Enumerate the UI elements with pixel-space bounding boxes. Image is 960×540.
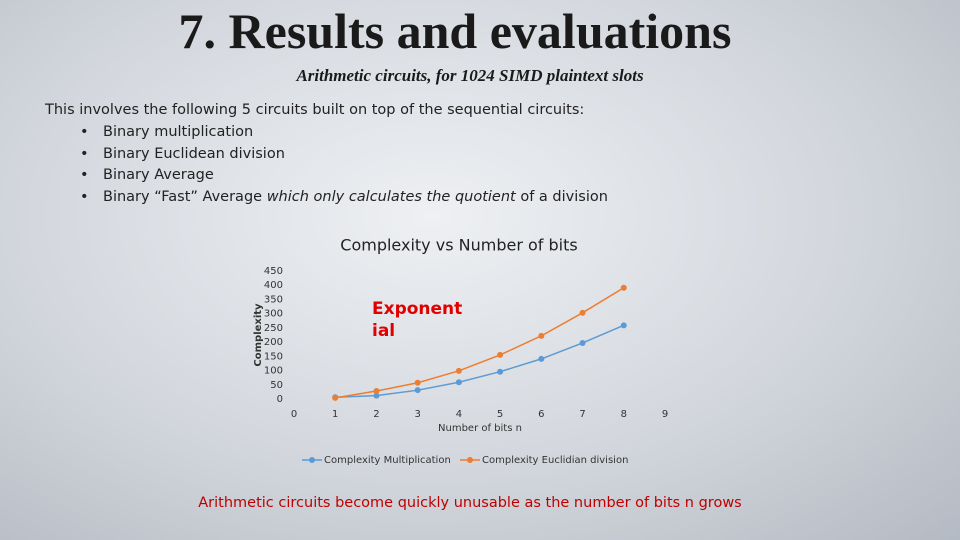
data-point xyxy=(538,355,545,362)
series-line xyxy=(335,324,625,399)
data-point xyxy=(579,309,586,316)
y-tick-label: 350 xyxy=(264,294,283,305)
data-point xyxy=(620,284,627,291)
chart-title: Complexity vs Number of bits xyxy=(340,236,577,255)
series-line xyxy=(335,287,625,399)
y-tick-label: 200 xyxy=(264,337,283,348)
y-tick-label: 250 xyxy=(264,323,283,334)
y-tick-label: 300 xyxy=(264,309,283,320)
bullet: Binary “Fast” Average which only calcula… xyxy=(80,187,608,209)
slide-title: 7. Results and evaluations xyxy=(178,3,732,59)
x-tick-label: 1 xyxy=(332,409,338,420)
bullet: Binary Euclidean division xyxy=(80,144,608,166)
data-point xyxy=(579,339,586,346)
x-tick-label: 7 xyxy=(579,409,585,420)
data-point xyxy=(414,387,421,394)
x-tick-label: 3 xyxy=(414,409,420,420)
x-tick-label: 8 xyxy=(621,409,627,420)
data-point xyxy=(455,367,462,374)
bullet: Binary Average xyxy=(80,165,608,187)
x-tick-label: 6 xyxy=(538,409,544,420)
legend-label: Complexity Euclidian division xyxy=(482,455,628,466)
data-point xyxy=(455,379,462,386)
bullet-text: which only calculates the quotient xyxy=(266,189,516,206)
annotation: Exponential xyxy=(372,299,463,341)
footer-text: Arithmetic circuits become quickly unusa… xyxy=(198,495,742,511)
x-axis-label: Number of bits n xyxy=(438,423,522,434)
legend-label: Complexity Multiplication xyxy=(324,455,451,466)
data-point xyxy=(538,332,545,339)
data-point xyxy=(620,322,627,329)
data-point xyxy=(332,394,339,401)
slide-subtitle: Arithmetic circuits, for 1024 SIMD plain… xyxy=(296,66,644,85)
y-axis-label: Complexity xyxy=(253,303,264,367)
x-tick-label: 4 xyxy=(456,409,462,420)
legend-marker xyxy=(467,457,473,463)
x-tick-label: 2 xyxy=(373,409,379,420)
bullet-text: of a division xyxy=(515,189,608,206)
bullet: Binary multiplication xyxy=(80,122,608,144)
x-tick-label: 9 xyxy=(662,409,668,420)
x-tick-label: 5 xyxy=(497,409,503,420)
y-tick-label: 150 xyxy=(264,351,283,362)
data-point xyxy=(414,379,421,386)
y-tick-label: 100 xyxy=(264,366,283,377)
data-point xyxy=(373,392,380,399)
y-tick-label: 0 xyxy=(277,394,283,405)
y-tick-label: 50 xyxy=(270,380,283,391)
y-tick-label: 400 xyxy=(264,280,283,291)
bullet-list: Binary multiplication Binary Euclidean d… xyxy=(80,122,608,209)
data-point xyxy=(373,388,380,395)
data-point xyxy=(497,351,504,358)
intro-text: This involves the following 5 circuits b… xyxy=(45,102,585,118)
x-tick-label: 0 xyxy=(291,409,297,420)
data-point xyxy=(497,368,504,375)
y-tick-label: 450 xyxy=(264,266,283,277)
bullet-text: Binary “Fast” Average xyxy=(103,189,267,206)
legend-marker xyxy=(309,457,315,463)
